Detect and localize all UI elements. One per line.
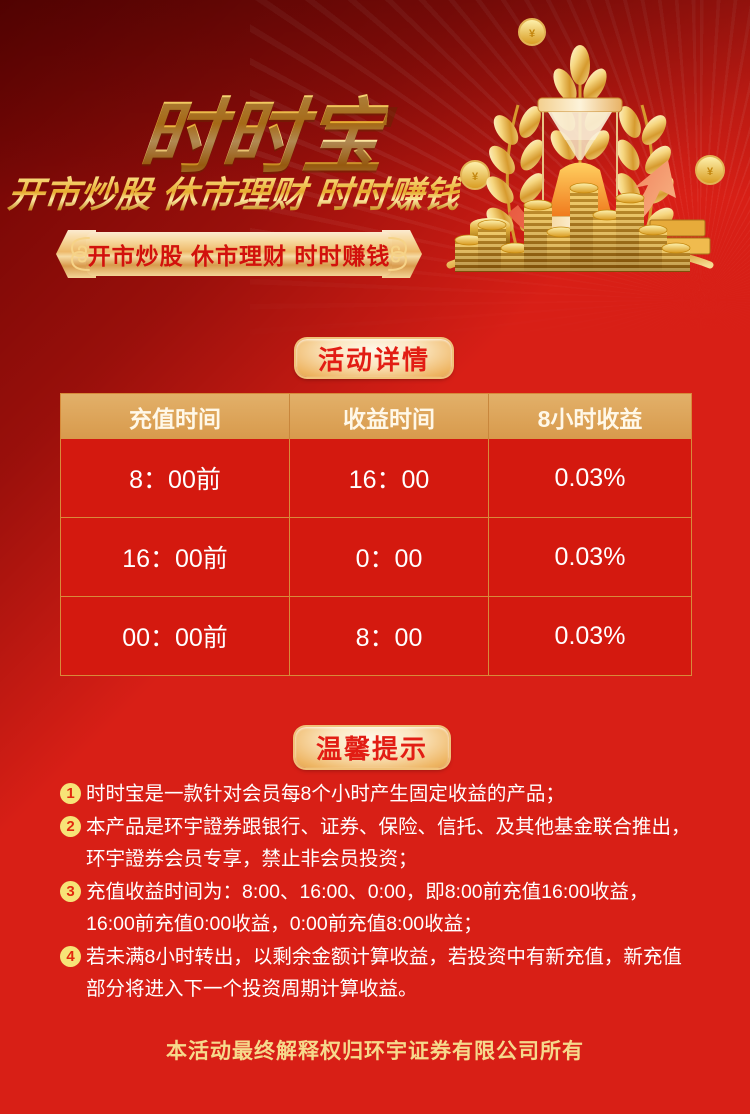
svg-text:¥: ¥: [472, 171, 479, 183]
svg-text:¥: ¥: [529, 28, 536, 40]
svg-text:¥: ¥: [707, 166, 714, 178]
